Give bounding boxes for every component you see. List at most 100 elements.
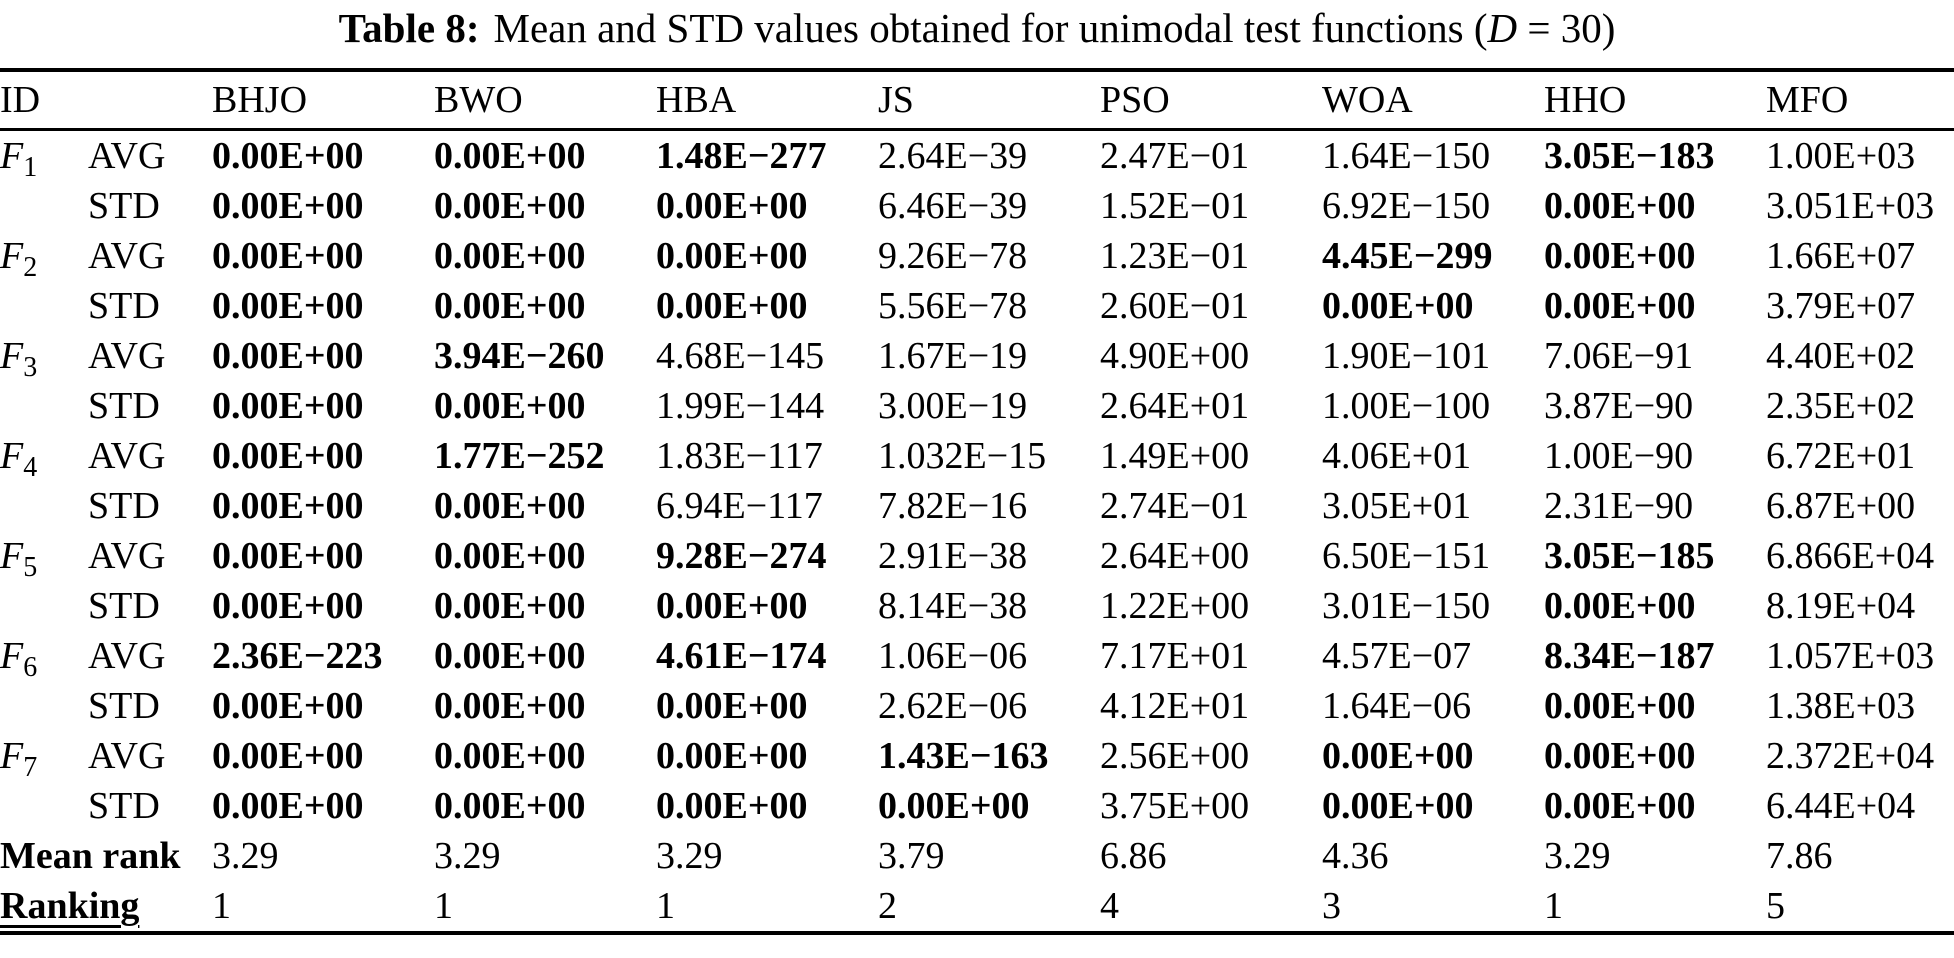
value-cell: 0.00E+00: [434, 135, 586, 177]
value-cell: 0.00E+00: [1544, 235, 1696, 277]
footer-value-cell: 1: [656, 885, 675, 927]
value-cell: 1.64E−06: [1322, 685, 1472, 727]
value-cell: 3.05E+01: [1322, 485, 1472, 527]
value-cell: 0.00E+00: [434, 735, 586, 777]
value-cell: 2.62E−06: [878, 685, 1028, 727]
value-cell: 1.00E+03: [1766, 135, 1916, 177]
column-header: MFO: [1766, 70, 1954, 131]
footer-label-cell: Mean rank: [0, 831, 212, 881]
value-cell: 0.00E+00: [212, 485, 364, 527]
header-row: ID BHJO BWO HBA JS PSO WOA HHO MFO: [0, 70, 1954, 131]
function-subscript: 2: [23, 252, 38, 283]
function-id-cell: F4: [0, 431, 88, 482]
value-cell: 2.47E−01: [1100, 135, 1250, 177]
stat-label-cell: STD: [88, 485, 160, 527]
table-caption-dvar: D: [1487, 5, 1518, 51]
value-cell: 0.00E+00: [434, 635, 586, 677]
footer-row: Mean rank 3.29 3.29 3.29 3.79 6.86 4.36 3.29 7.8…: [0, 831, 1954, 881]
footer-row: Ranking 1 1 1 2 4 3 1 5: [0, 881, 1954, 933]
value-cell: 0.00E+00: [1322, 735, 1474, 777]
footer-value-cell: 3.79: [878, 835, 945, 877]
value-cell: 1.83E−117: [656, 435, 823, 477]
value-cell: 2.64E−39: [878, 135, 1028, 177]
value-cell: 0.00E+00: [1322, 285, 1474, 327]
table-row: STD 0.00E+00 0.00E+00 0.00E+00 6.46E−39 1.52E…: [0, 181, 1954, 231]
value-cell: 0.00E+00: [212, 535, 364, 577]
table-row: STD 0.00E+00 0.00E+00 0.00E+00 0.00E+00 3.75E…: [0, 781, 1954, 831]
value-cell: 1.00E−90: [1544, 435, 1694, 477]
function-id-cell: [0, 281, 88, 331]
table-row: STD 0.00E+00 0.00E+00 6.94E−117 7.82E−16 2.74…: [0, 481, 1954, 531]
value-cell: 4.68E−145: [656, 335, 825, 377]
table-row: F6 AVG 2.36E−223 0.00E+00 4.61E−174 1.06E−06 7…: [0, 631, 1954, 682]
value-cell: 0.00E+00: [212, 335, 364, 377]
value-cell: 0.00E+00: [656, 235, 808, 277]
value-cell: 6.866E+04: [1766, 535, 1935, 577]
table-row: STD 0.00E+00 0.00E+00 1.99E−144 3.00E−19 2.64…: [0, 381, 1954, 431]
column-header: JS: [878, 70, 1100, 131]
table-row: F2 AVG 0.00E+00 0.00E+00 0.00E+00 9.26E−78 1.2…: [0, 231, 1954, 283]
stat-label-cell: AVG: [88, 435, 166, 477]
value-cell: 4.40E+02: [1766, 335, 1916, 377]
value-cell: 1.38E+03: [1766, 685, 1916, 727]
function-id-cell: [0, 381, 88, 431]
table-caption-text: Mean and STD values obtained for unimoda…: [493, 5, 1488, 51]
value-cell: 0.00E+00: [656, 585, 808, 627]
value-cell: 5.56E−78: [878, 285, 1028, 327]
footer-value-cell: 3.29: [212, 835, 279, 877]
value-cell: 7.82E−16: [878, 485, 1028, 527]
table-row: F7 AVG 0.00E+00 0.00E+00 0.00E+00 1.43E−163 2.…: [0, 731, 1954, 782]
value-cell: 0.00E+00: [1544, 285, 1696, 327]
column-header: PSO: [1100, 70, 1322, 131]
table-row: F4 AVG 0.00E+00 1.77E−252 1.83E−117 1.032E−15…: [0, 431, 1954, 482]
function-subscript: 5: [23, 552, 38, 583]
stat-label-cell: AVG: [88, 635, 166, 677]
value-cell: 0.00E+00: [656, 785, 808, 827]
footer-value-cell: 2: [878, 885, 897, 927]
column-header: BHJO: [212, 70, 434, 131]
value-cell: 0.00E+00: [434, 485, 586, 527]
stat-label-cell: STD: [88, 785, 160, 827]
value-cell: 2.64E+00: [1100, 535, 1250, 577]
column-header: [88, 70, 212, 131]
value-cell: 8.34E−187: [1544, 635, 1715, 677]
value-cell: 3.79E+07: [1766, 285, 1916, 327]
value-cell: 2.60E−01: [1100, 285, 1250, 327]
value-cell: 6.50E−151: [1322, 535, 1491, 577]
value-cell: 0.00E+00: [656, 285, 808, 327]
value-cell: 1.67E−19: [878, 335, 1028, 377]
footer-value-cell: 1: [212, 885, 231, 927]
value-cell: 3.05E−183: [1544, 135, 1715, 177]
stat-label-cell: AVG: [88, 535, 166, 577]
function-id-cell: F5: [0, 531, 88, 583]
function-symbol: F: [0, 135, 24, 177]
value-cell: 9.28E−274: [656, 535, 827, 577]
value-cell: 1.49E+00: [1100, 435, 1250, 477]
value-cell: 7.06E−91: [1544, 335, 1694, 377]
value-cell: 2.31E−90: [1544, 485, 1694, 527]
function-id-cell: F1: [0, 130, 88, 182]
value-cell: 1.43E−163: [878, 735, 1049, 777]
function-symbol: F: [0, 535, 24, 577]
function-id-cell: F2: [0, 231, 88, 283]
value-cell: 2.35E+02: [1766, 385, 1916, 427]
value-cell: 0.00E+00: [878, 785, 1030, 827]
stat-label-cell: AVG: [88, 235, 166, 277]
value-cell: 0.00E+00: [212, 785, 364, 827]
value-cell: 4.45E−299: [1322, 235, 1493, 277]
footer-value-cell: 6.86: [1100, 835, 1167, 877]
footer-value-cell: 3.29: [1544, 835, 1611, 877]
value-cell: 0.00E+00: [212, 585, 364, 627]
value-cell: 0.00E+00: [434, 785, 586, 827]
value-cell: 6.46E−39: [878, 185, 1028, 227]
stat-label-cell: AVG: [88, 335, 166, 377]
function-id-cell: [0, 781, 88, 831]
value-cell: 3.01E−150: [1322, 585, 1491, 627]
value-cell: 0.00E+00: [434, 385, 586, 427]
value-cell: 1.66E+07: [1766, 235, 1916, 277]
function-symbol: F: [0, 635, 24, 677]
table-row: STD 0.00E+00 0.00E+00 0.00E+00 8.14E−38 1.22E…: [0, 581, 1954, 631]
value-cell: 4.61E−174: [656, 635, 827, 677]
value-cell: 0.00E+00: [656, 735, 808, 777]
